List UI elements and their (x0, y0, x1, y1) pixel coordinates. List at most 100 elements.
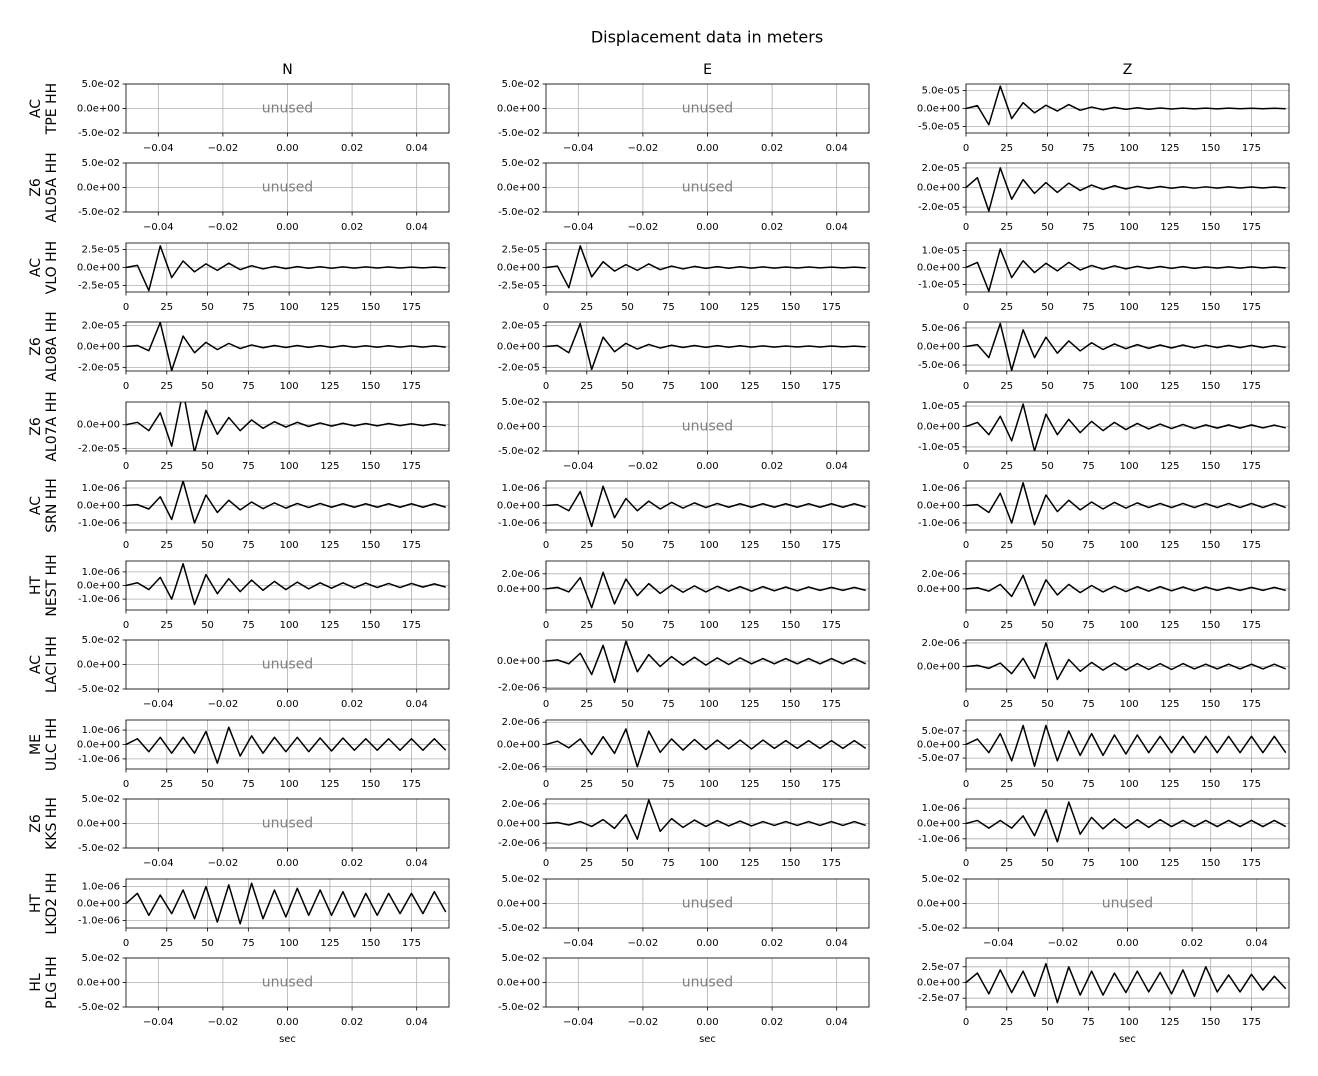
x-tick-label: 0 (963, 540, 969, 551)
trace (966, 724, 1287, 768)
y-tick-label: 5.0e-02 (502, 158, 540, 169)
y-tick-label: 1.0e-06 (82, 483, 120, 494)
y-tick-label: 0.0e+00 (917, 899, 960, 910)
x-tick-label: 125 (740, 302, 759, 313)
y-tick-label: 0.0e+00 (497, 263, 540, 274)
y-tick-label: 5.0e-02 (82, 794, 120, 805)
x-tick-label: 25 (160, 540, 173, 551)
y-tick-label: 0.0e+00 (77, 899, 120, 910)
x-tick-label: 100 (700, 540, 719, 551)
trace (126, 402, 446, 451)
x-tick-label: 0 (123, 938, 129, 949)
x-tick-label: 175 (822, 381, 841, 392)
y-tick-label: 0.0e+00 (917, 342, 960, 353)
x-tick-label: 175 (1242, 620, 1261, 631)
x-tick-label: −0.04 (143, 1017, 174, 1028)
x-tick-label: 100 (700, 302, 719, 313)
x-tick-label: −0.04 (143, 699, 174, 710)
y-tick-label: 1.0e-06 (82, 725, 120, 736)
x-tick-label: 75 (242, 381, 255, 392)
x-tick-label: 0 (963, 222, 969, 233)
x-tick-label: 0.00 (696, 222, 718, 233)
unused-label: unused (262, 816, 313, 832)
x-tick-label: 0.04 (1246, 938, 1268, 949)
x-tick-label: 25 (1000, 461, 1013, 472)
x-tick-label: 50 (1041, 858, 1054, 869)
x-tick-label: 0.04 (406, 143, 428, 154)
x-tick-label: 50 (201, 938, 214, 949)
axes-frame (125, 162, 450, 213)
axes-frame (545, 878, 870, 929)
row-label: VLO HH (44, 241, 60, 294)
row-label: HT (28, 576, 44, 596)
x-tick-label: −0.04 (983, 938, 1014, 949)
x-tick-label: 150 (781, 540, 800, 551)
row-label: AC (28, 655, 44, 674)
x-tick-label: 75 (662, 779, 675, 790)
y-tick-label: 2.0e-06 (502, 569, 540, 580)
x-tick-label: 125 (740, 620, 759, 631)
x-tick-label: 0.04 (826, 461, 848, 472)
y-tick-label: 0.0e+00 (917, 978, 960, 989)
y-tick-label: 5.0e-02 (502, 874, 540, 885)
x-tick-label: 150 (1201, 779, 1220, 790)
x-tick-label: 125 (1160, 143, 1179, 154)
y-tick-label: 5.0e-02 (502, 79, 540, 90)
x-tick-label: 100 (1120, 143, 1139, 154)
x-tick-label: 125 (1160, 1017, 1179, 1028)
x-tick-label: 75 (1082, 540, 1095, 551)
y-tick-label: -5.0e-02 (498, 207, 540, 218)
y-tick-label: 5.0e-02 (502, 953, 540, 964)
x-tick-label: 125 (1160, 222, 1179, 233)
x-axis-label: sec (279, 1034, 296, 1045)
x-tick-label: 125 (740, 699, 759, 710)
y-tick-label: 2.0e-06 (922, 638, 960, 649)
x-tick-label: 75 (1082, 381, 1095, 392)
axes-frame (965, 560, 1290, 611)
y-tick-label: -5.0e-02 (78, 684, 120, 695)
y-tick-label: 0.0e+00 (497, 104, 540, 115)
y-tick-label: -5.0e-02 (498, 128, 540, 139)
y-tick-label: 0.0e+00 (497, 656, 540, 667)
x-tick-label: 0 (963, 461, 969, 472)
x-tick-label: 150 (781, 381, 800, 392)
y-tick-label: -2.0e-05 (78, 362, 120, 373)
column-title: E (703, 62, 712, 78)
x-tick-label: 25 (580, 699, 593, 710)
x-tick-label: 75 (1082, 620, 1095, 631)
row-label: AC (28, 496, 44, 515)
x-tick-label: 125 (320, 540, 339, 551)
x-tick-label: 75 (662, 540, 675, 551)
y-tick-label: 0.0e+00 (77, 104, 120, 115)
x-tick-label: 100 (1120, 381, 1139, 392)
trace (966, 322, 1286, 371)
x-tick-label: 150 (361, 779, 380, 790)
row-label: LKD2 HH (44, 872, 60, 934)
row-label: HT (28, 894, 44, 914)
x-tick-label: 25 (580, 858, 593, 869)
x-tick-label: 0 (123, 461, 129, 472)
x-tick-label: 0.00 (276, 699, 298, 710)
figure-title: Displacement data in meters (591, 28, 823, 47)
axes-frame (545, 639, 870, 690)
unused-label: unused (682, 975, 733, 991)
x-tick-label: 0.00 (696, 938, 718, 949)
x-tick-label: 75 (242, 540, 255, 551)
x-tick-label: 100 (1120, 222, 1139, 233)
x-tick-label: 0.04 (406, 699, 428, 710)
unused-label: unused (682, 419, 733, 435)
trace (546, 640, 867, 684)
y-tick-label: -2.5e-07 (918, 993, 960, 1004)
axes-frame (125, 798, 450, 849)
row-label: PLG HH (44, 956, 60, 1009)
x-tick-label: 150 (1201, 461, 1220, 472)
y-tick-label: 0.0e+00 (917, 104, 960, 115)
y-tick-label: 2.5e-07 (922, 962, 960, 973)
x-tick-label: 0.02 (761, 1017, 783, 1028)
x-tick-label: 0 (123, 302, 129, 313)
x-tick-label: 0 (963, 302, 969, 313)
x-tick-label: 125 (740, 381, 759, 392)
axes-frame (545, 242, 870, 293)
x-tick-label: 175 (402, 302, 421, 313)
